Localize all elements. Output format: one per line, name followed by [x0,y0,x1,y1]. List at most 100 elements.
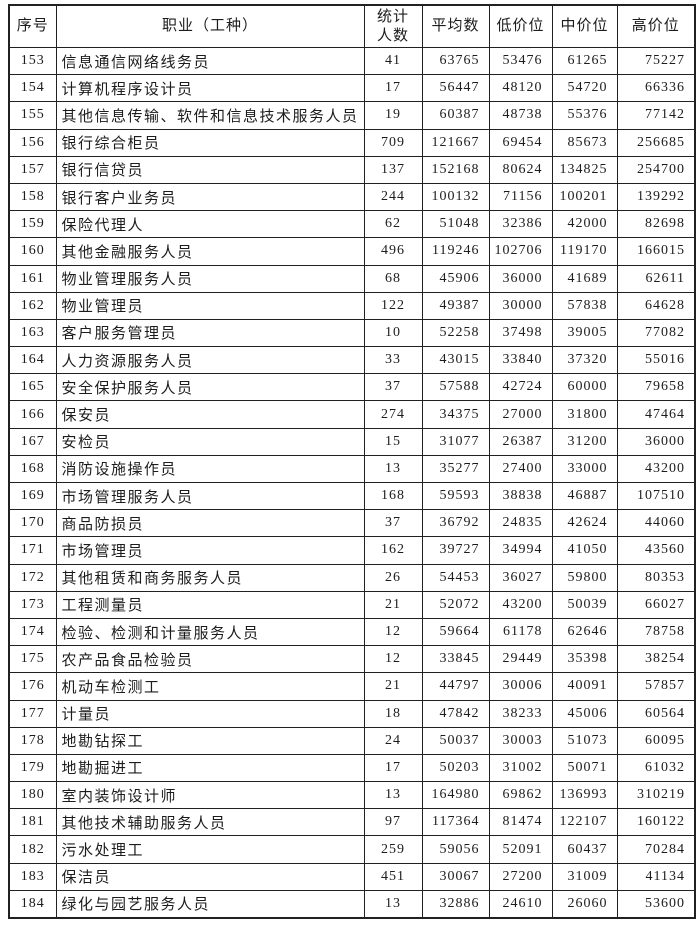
cell-seq: 178 [8,726,57,755]
cell-occupation: 市场管理员 [55,536,365,565]
cell-mid: 26060 [551,889,618,919]
cell-occupation: 绿化与园艺服务人员 [55,889,365,919]
cell-high: 61032 [616,753,696,783]
cell-average: 35277 [421,454,490,484]
cell-count: 21 [363,590,423,619]
cell-high: 36000 [616,427,696,456]
cell-high: 82698 [616,210,696,239]
cell-mid: 42624 [551,509,618,538]
cell-average: 52072 [421,590,490,619]
table-row: 184 绿化与园艺服务人员 13 32886 24610 26060 53600 [8,889,696,919]
cell-count: 68 [363,264,423,293]
table-row: 163 客户服务管理员 10 52258 37498 39005 77082 [8,318,696,348]
cell-high: 60564 [616,699,696,728]
table-row: 167 安检员 15 31077 26387 31200 36000 [8,427,696,456]
cell-high: 78758 [616,617,696,647]
header-occupation: 职业（工种） [55,4,365,48]
cell-occupation: 保险代理人 [55,210,365,239]
cell-seq: 156 [8,128,57,157]
cell-average: 50203 [421,753,490,783]
cell-seq: 171 [8,536,57,565]
cell-average: 45906 [421,264,490,293]
cell-low: 71156 [488,182,553,212]
cell-high: 66336 [616,74,696,103]
cell-average: 50037 [421,726,490,755]
cell-count: 17 [363,74,423,103]
cell-average: 164980 [421,781,490,810]
cell-mid: 59800 [551,563,618,592]
cell-occupation: 检验、检测和计量服务人员 [55,617,365,647]
cell-average: 43015 [421,346,490,375]
cell-low: 37498 [488,318,553,348]
cell-high: 310219 [616,781,696,810]
cell-seq: 157 [8,155,57,184]
table-row: 157 银行信贷员 137 152168 80624 134825 254700 [8,155,696,184]
cell-seq: 175 [8,645,57,674]
cell-low: 26387 [488,427,553,456]
cell-count: 122 [363,291,423,320]
cell-seq: 181 [8,808,57,837]
cell-high: 57857 [616,672,696,701]
cell-average: 36792 [421,509,490,538]
cell-seq: 166 [8,400,57,429]
cell-count: 17 [363,753,423,783]
cell-count: 496 [363,237,423,266]
cell-seq: 155 [8,101,57,130]
table-row: 160 其他金融服务人员 496 119246 102706 119170 166015 [8,237,696,266]
cell-high: 107510 [616,481,696,511]
cell-low: 48120 [488,74,553,103]
cell-occupation: 商品防损员 [55,509,365,538]
cell-high: 160122 [616,808,696,837]
cell-average: 31077 [421,427,490,456]
table-row: 168 消防设施操作员 13 35277 27400 33000 43200 [8,454,696,484]
table-row: 177 计量员 18 47842 38233 45006 60564 [8,699,696,728]
cell-seq: 170 [8,509,57,538]
cell-mid: 61265 [551,46,618,76]
cell-mid: 39005 [551,318,618,348]
table-row: 171 市场管理员 162 39727 34994 41050 43560 [8,536,696,565]
cell-mid: 57838 [551,291,618,320]
table-row: 181 其他技术辅助服务人员 97 117364 81474 122107 160122 [8,808,696,837]
cell-mid: 50071 [551,753,618,783]
cell-high: 55016 [616,346,696,375]
cell-seq: 180 [8,781,57,810]
cell-high: 75227 [616,46,696,76]
cell-occupation: 消防设施操作员 [55,454,365,484]
cell-average: 60387 [421,101,490,130]
cell-seq: 160 [8,237,57,266]
cell-occupation: 市场管理服务人员 [55,481,365,511]
cell-mid: 41050 [551,536,618,565]
cell-count: 451 [363,862,423,891]
cell-low: 38838 [488,481,553,511]
cell-count: 15 [363,427,423,456]
table-row: 176 机动车检测工 21 44797 30006 40091 57857 [8,672,696,701]
header-average: 平均数 [421,4,490,48]
cell-low: 69454 [488,128,553,157]
cell-mid: 122107 [551,808,618,837]
header-low: 低价位 [488,4,553,48]
header-mid: 中价位 [551,4,618,48]
table-row: 154 计算机程序设计员 17 56447 48120 54720 66336 [8,74,696,103]
cell-low: 27200 [488,862,553,891]
cell-occupation: 银行客户业务员 [55,182,365,212]
cell-average: 52258 [421,318,490,348]
cell-high: 60095 [616,726,696,755]
table-row: 155 其他信息传输、软件和信息技术服务人员 19 60387 48738 55376 77… [8,101,696,130]
cell-mid: 60000 [551,373,618,402]
cell-average: 44797 [421,672,490,701]
cell-seq: 159 [8,210,57,239]
cell-mid: 45006 [551,699,618,728]
table-row: 169 市场管理服务人员 168 59593 38838 46887 107510 [8,481,696,511]
cell-low: 53476 [488,46,553,76]
table-row: 170 商品防损员 37 36792 24835 42624 44060 [8,509,696,538]
table-header-row: 序号 职业（工种） 统计 人数 平均数 低价位 中价位 高价位 [8,4,696,48]
cell-count: 259 [363,835,423,864]
cell-count: 13 [363,454,423,484]
cell-average: 100132 [421,182,490,212]
cell-count: 137 [363,155,423,184]
cell-mid: 40091 [551,672,618,701]
cell-average: 59593 [421,481,490,511]
cell-count: 19 [363,101,423,130]
cell-count: 21 [363,672,423,701]
